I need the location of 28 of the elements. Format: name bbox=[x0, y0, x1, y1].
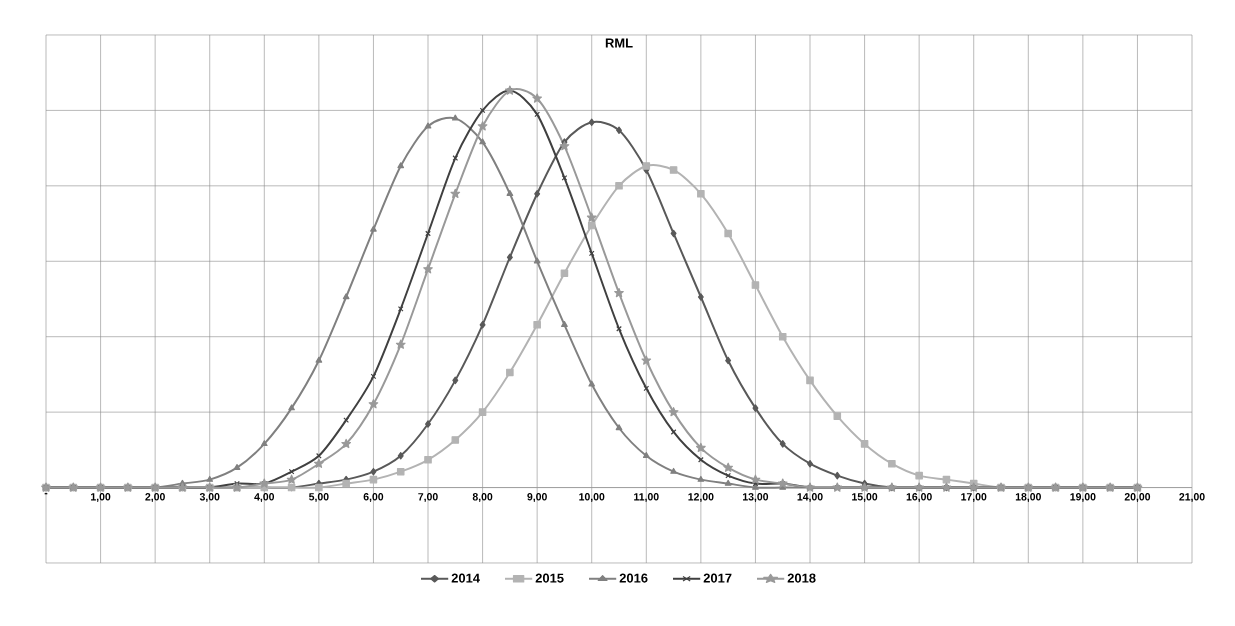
x-tick-label: 7,00 bbox=[418, 493, 438, 502]
x-tick-label: 5,00 bbox=[309, 493, 329, 502]
x-tick-label: 8,00 bbox=[472, 493, 493, 502]
x-tick-label: 10,00 bbox=[579, 493, 605, 502]
legend-label: 2018 bbox=[787, 573, 816, 583]
x-tick-label: 6,00 bbox=[363, 493, 384, 502]
x-tick-label: - bbox=[44, 493, 48, 495]
x-tick-label: 18,00 bbox=[1015, 493, 1041, 502]
x-tick-label: 4,00 bbox=[254, 493, 275, 502]
legend-label: 2015 bbox=[535, 573, 564, 583]
x-tick-label: 9,00 bbox=[527, 493, 547, 502]
x-tick-label: 12,00 bbox=[688, 493, 714, 502]
x-tick-label: 2,00 bbox=[145, 493, 165, 502]
x-tick-label: 16,00 bbox=[906, 493, 932, 502]
x-tick-label: 20,00 bbox=[1124, 493, 1151, 502]
x-tick-label: 11,00 bbox=[634, 493, 659, 502]
x-tick-label: 21,00 bbox=[1179, 493, 1205, 502]
legend-label: 2016 bbox=[619, 573, 648, 583]
legend-label: 2014 bbox=[451, 573, 480, 583]
x-tick-label: 13,00 bbox=[743, 493, 769, 502]
x-tick-label: 14,00 bbox=[797, 493, 823, 502]
x-tick-label: 1,00 bbox=[91, 493, 111, 502]
x-tick-label: 3,00 bbox=[199, 493, 220, 502]
x-tick-label: 17,00 bbox=[961, 493, 987, 502]
legend-label: 2017 bbox=[703, 573, 732, 583]
x-tick-label: 15,00 bbox=[852, 493, 878, 502]
chart-title: RML bbox=[605, 38, 633, 48]
x-tick-label: 19,00 bbox=[1070, 493, 1096, 502]
